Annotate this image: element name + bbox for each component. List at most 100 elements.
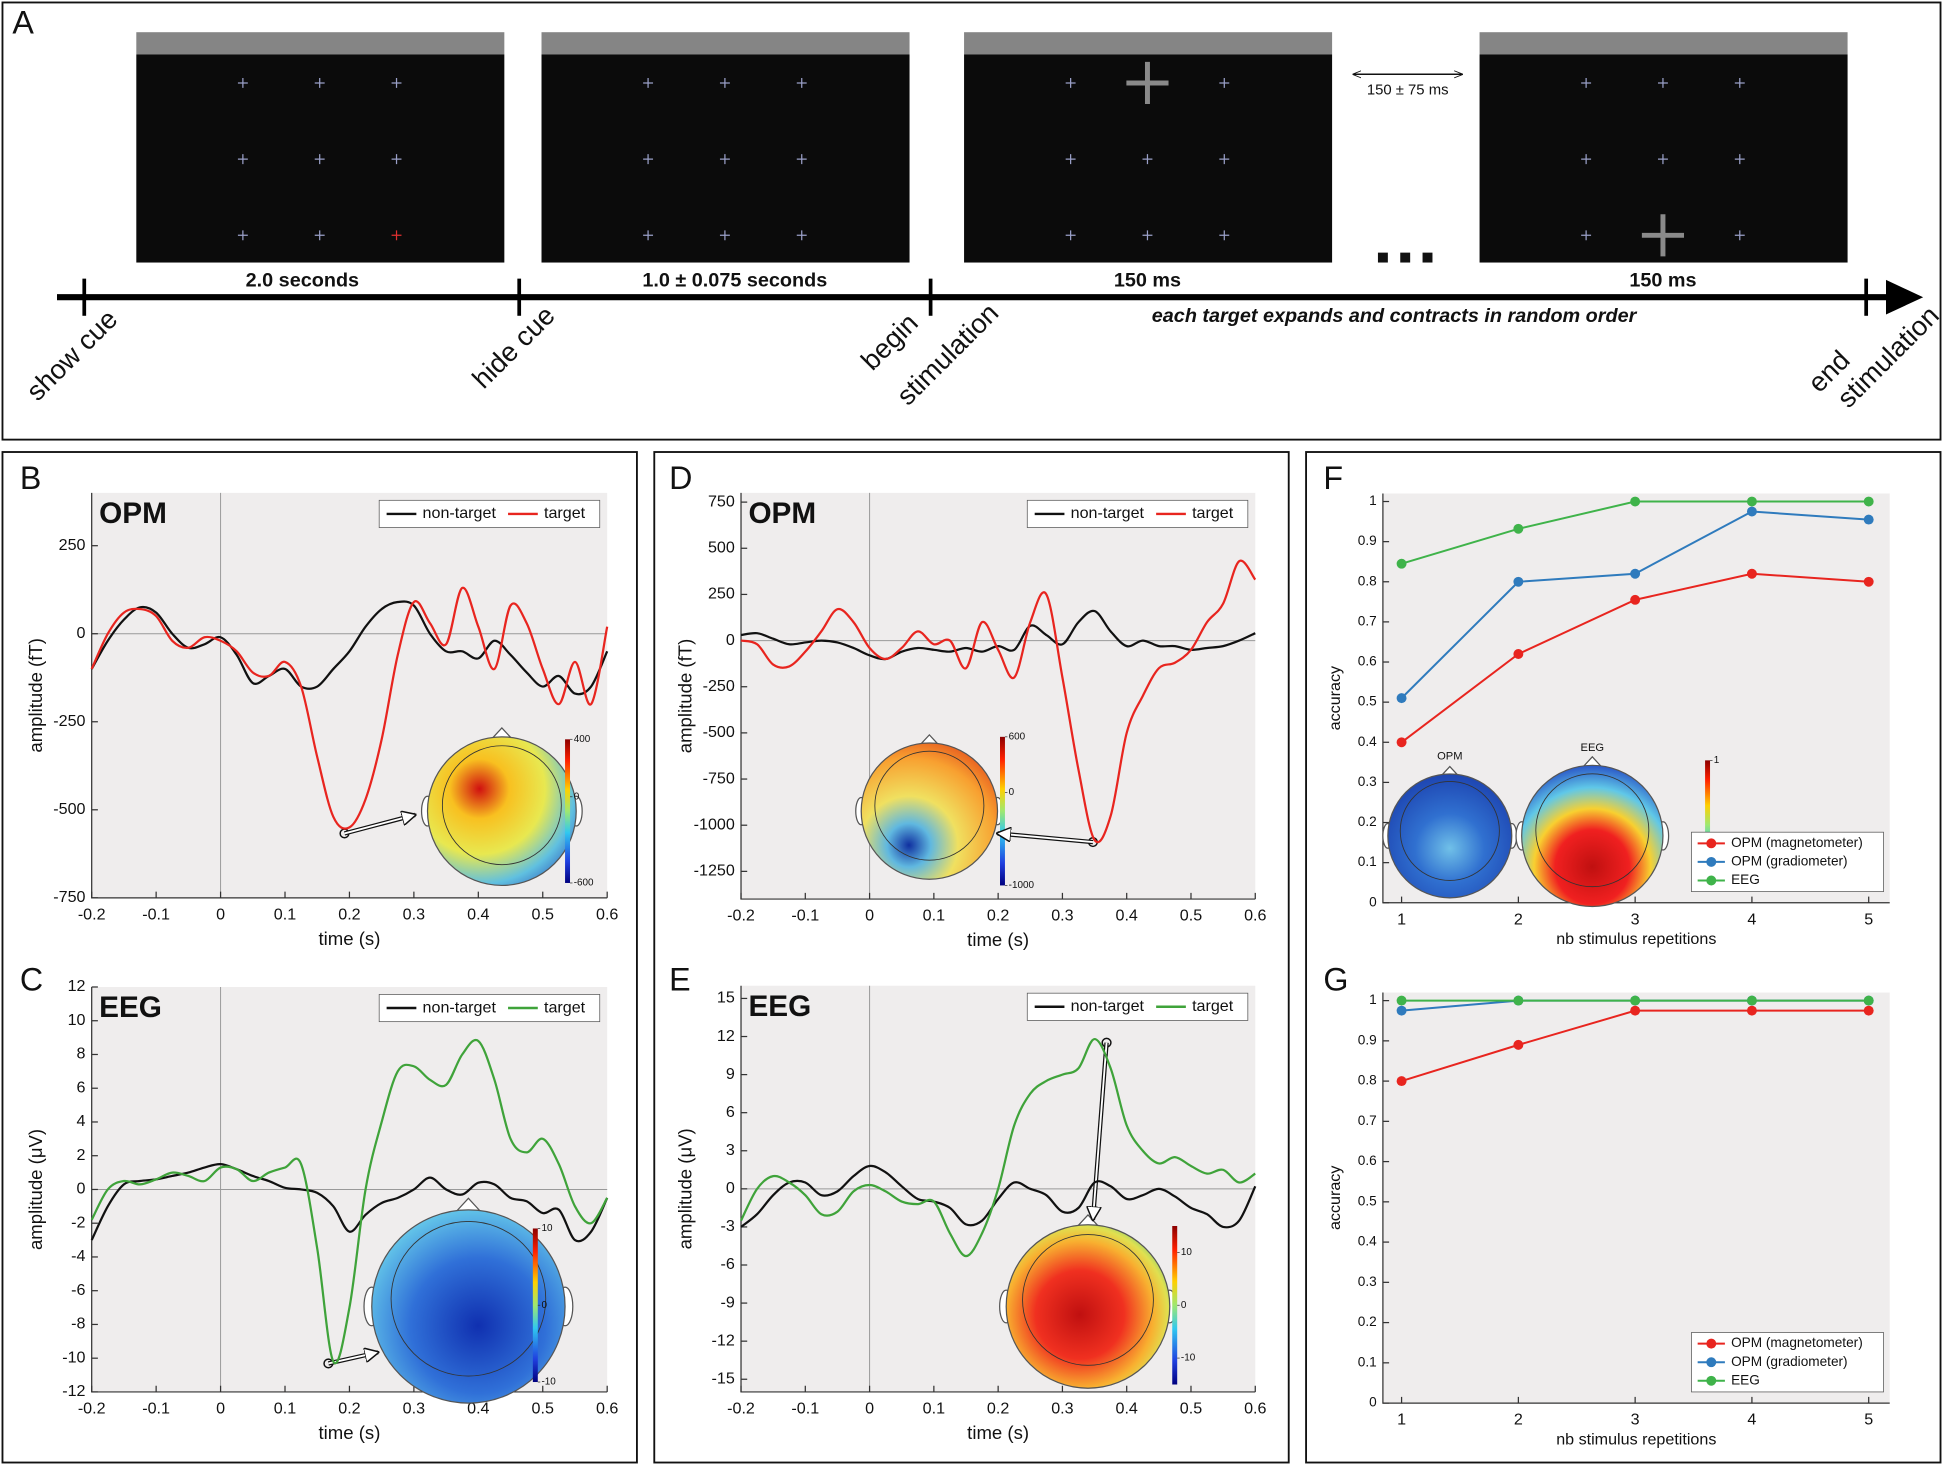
y-tick-label: 0.1 — [1358, 1354, 1377, 1369]
colorbar-tick-label: 0 — [574, 791, 580, 802]
nose — [456, 1197, 481, 1212]
data-point — [1746, 568, 1757, 579]
topomap-label: OPM — [1437, 751, 1462, 763]
data-point — [1396, 1005, 1407, 1016]
y-tick-label: 12 — [717, 1027, 735, 1045]
target-cross — [1657, 154, 1668, 165]
y-tick-label: 6 — [77, 1078, 86, 1096]
legend-marker — [1706, 838, 1717, 849]
target-cross — [314, 230, 325, 241]
x-tick-label: 0 — [865, 907, 874, 925]
head-outline — [1022, 1234, 1154, 1366]
y-tick-label: 0 — [1369, 894, 1377, 909]
panel-letter: B — [20, 460, 41, 496]
panel-frame — [1, 1, 1942, 441]
ellipsis-dot — [1400, 252, 1411, 263]
target-cross — [237, 230, 248, 241]
y-axis-label: accuracy — [1326, 665, 1344, 730]
x-tick-label: 0.6 — [1244, 907, 1266, 925]
head-outline — [1535, 773, 1650, 888]
y-tick-label: -6 — [71, 1281, 85, 1299]
y-tick-label: 250 — [59, 536, 86, 554]
y-axis-label: accuracy — [1326, 1165, 1344, 1230]
series-line — [740, 1037, 1256, 1258]
data-point — [1396, 995, 1407, 1006]
target-cross — [796, 230, 807, 241]
x-tick-label: 0.5 — [1180, 907, 1202, 925]
jitter-label: 150 ± 75 ms — [1367, 82, 1449, 98]
colorbar-tick-label: -1000 — [1009, 880, 1035, 891]
x-tick-label: 3 — [1631, 910, 1640, 928]
y-tick-label: 0.2 — [1358, 1314, 1377, 1329]
y-tick-label: -8 — [71, 1315, 85, 1333]
x-tick-label: 0.3 — [1051, 1400, 1073, 1418]
legend-marker — [1706, 1375, 1717, 1386]
target-cross — [719, 230, 730, 241]
y-tick-label: 0.7 — [1358, 1113, 1377, 1128]
y-tick-label: -250 — [53, 712, 85, 730]
y-tick-label: 0.9 — [1358, 533, 1377, 548]
y-axis-label: amplitude (fT) — [25, 638, 46, 753]
panel-letter: C — [20, 962, 43, 998]
y-tick-label: -500 — [703, 723, 735, 741]
data-point — [1630, 995, 1641, 1006]
screen-bar — [1479, 32, 1848, 55]
legend-label: target — [1192, 997, 1234, 1015]
interval-label: 2.0 seconds — [246, 269, 359, 291]
legend-label: non-target — [1071, 504, 1145, 522]
panel-letter: D — [669, 460, 692, 496]
target-cross — [314, 154, 325, 165]
x-tick-label: -0.2 — [78, 905, 106, 923]
data-point — [1630, 594, 1641, 605]
colorbar-tick-label: -600 — [574, 878, 594, 889]
y-tick-label: 0.5 — [1358, 1193, 1377, 1208]
x-tick-label: 0.2 — [338, 905, 360, 923]
data-point — [1863, 995, 1874, 1006]
x-tick-label: 0.1 — [274, 1400, 296, 1418]
target-cross — [1065, 154, 1076, 165]
legend-marker — [1706, 1338, 1717, 1349]
panel-frame — [1305, 451, 1942, 1464]
x-tick-label: 0.2 — [987, 1400, 1009, 1418]
y-tick-label: 500 — [708, 539, 735, 557]
x-tick-label: 0.4 — [1116, 1400, 1138, 1418]
series-line — [740, 1164, 1257, 1229]
interval-label: 150 ms — [1629, 269, 1696, 291]
target-cross — [719, 154, 730, 165]
y-tick-label: 0.5 — [1358, 694, 1377, 709]
x-tick-label: 2 — [1514, 910, 1523, 928]
y-tick-label: 4 — [77, 1112, 86, 1130]
target-cross — [1734, 154, 1745, 165]
legend-marker — [1706, 856, 1717, 867]
y-tick-label: 750 — [708, 492, 735, 510]
legend-marker — [1706, 1357, 1717, 1368]
colorbar-tick-label: -10 — [1181, 1353, 1196, 1364]
x-axis-label: time (s) — [967, 1422, 1029, 1443]
head-outline — [874, 750, 985, 861]
data-point — [1513, 523, 1524, 534]
y-tick-label: -4 — [71, 1247, 85, 1265]
event-label: show cue — [20, 303, 123, 406]
y-tick-label: 0.3 — [1358, 774, 1377, 789]
colorbar-tick-label: 0 — [1181, 1300, 1187, 1311]
colorbar — [1172, 1225, 1178, 1385]
target-cross — [1734, 78, 1745, 88]
series-line — [90, 1163, 609, 1243]
series-line — [90, 586, 609, 830]
ellipsis-dot — [1377, 252, 1388, 263]
nose — [492, 727, 512, 738]
y-tick-label: -10 — [62, 1348, 85, 1366]
x-tick-label: 0.4 — [467, 905, 489, 923]
colorbar — [1000, 736, 1005, 886]
legend-label: non-target — [423, 504, 497, 522]
y-tick-label: -12 — [712, 1331, 735, 1349]
legend-label: non-target — [1071, 997, 1145, 1015]
data-point — [1396, 1076, 1407, 1087]
target-cross — [1142, 230, 1153, 241]
legend-label: OPM (magnetometer) — [1731, 1335, 1863, 1350]
target-cross — [391, 78, 402, 88]
legend-label: OPM (gradiometer) — [1731, 1354, 1848, 1369]
panel-frame — [653, 451, 1290, 1464]
colorbar-tick-label: 10 — [1181, 1247, 1193, 1258]
